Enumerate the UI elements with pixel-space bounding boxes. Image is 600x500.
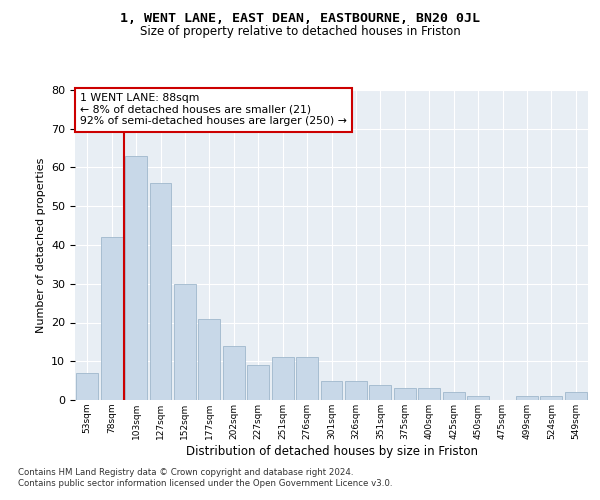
Bar (370, 384, 391, 400)
Text: Size of property relative to detached houses in Friston: Size of property relative to detached ho… (140, 25, 460, 38)
Bar (565, 392, 587, 400)
X-axis label: Distribution of detached houses by size in Friston: Distribution of detached houses by size … (185, 444, 478, 458)
Bar (174, 284, 196, 400)
Bar (149, 183, 172, 400)
Text: 1 WENT LANE: 88sqm
← 8% of detached houses are smaller (21)
92% of semi-detached: 1 WENT LANE: 88sqm ← 8% of detached hous… (80, 93, 347, 126)
Bar (394, 388, 416, 400)
Bar (443, 392, 464, 400)
Bar (125, 156, 147, 400)
Bar (296, 358, 318, 400)
Y-axis label: Number of detached properties: Number of detached properties (35, 158, 46, 332)
Bar (516, 396, 538, 400)
Text: Contains HM Land Registry data © Crown copyright and database right 2024.
Contai: Contains HM Land Registry data © Crown c… (18, 468, 392, 487)
Bar (320, 380, 343, 400)
Bar (101, 238, 122, 400)
Bar (199, 318, 220, 400)
Bar (76, 373, 98, 400)
Bar (272, 358, 293, 400)
Text: 1, WENT LANE, EAST DEAN, EASTBOURNE, BN20 0JL: 1, WENT LANE, EAST DEAN, EASTBOURNE, BN2… (120, 12, 480, 26)
Bar (467, 396, 489, 400)
Bar (418, 388, 440, 400)
Bar (345, 380, 367, 400)
Bar (541, 396, 562, 400)
Bar (247, 365, 269, 400)
Bar (223, 346, 245, 400)
